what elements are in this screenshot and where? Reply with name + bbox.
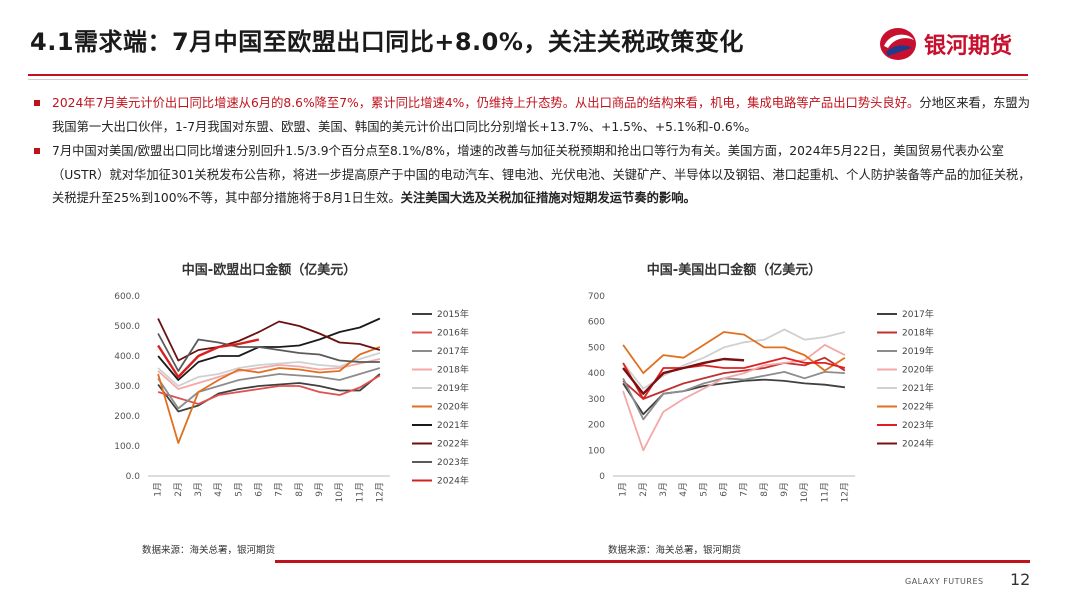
x-tick-label: 9月 — [314, 482, 325, 497]
series-line-2019年 — [622, 371, 845, 421]
legend-label: 2019年 — [902, 345, 934, 357]
x-tick-label: 11月 — [354, 482, 365, 502]
y-tick-label: 200 — [588, 421, 605, 431]
legend-label: 2019年 — [437, 382, 469, 394]
header-divider — [28, 74, 1028, 76]
legend-label: 2024年 — [902, 438, 934, 450]
legend-label: 2021年 — [902, 382, 934, 394]
legend-label: 2021年 — [437, 419, 469, 431]
y-tick-label: 600 — [588, 318, 605, 328]
legend-label: 2023年 — [437, 456, 469, 468]
bullet-2: 7月中国对美国/欧盟出口同比增速分别回升1.5/3.9个百分点至8.1%/8%，… — [34, 140, 1042, 211]
source-left: 数据来源：海关总署，银河期货 — [142, 545, 276, 556]
series-line-2024年 — [622, 357, 745, 395]
galaxy-logo-icon — [880, 28, 916, 60]
x-tick-label: 7月 — [274, 482, 285, 497]
chart-eu-exports: 中国-欧盟出口金额（亿美元） 0.0 100.0 200.0 300.0 400.0 500… — [100, 256, 500, 510]
y-tick-label: 300.0 — [114, 382, 140, 392]
legend-label: 2018年 — [902, 327, 934, 339]
x-tick-label: 3月 — [658, 482, 669, 497]
series-line-2021年 — [157, 317, 381, 381]
bullet-square-icon — [34, 148, 40, 154]
legend-label: 2023年 — [902, 419, 934, 431]
x-tick-label: 6月 — [718, 482, 729, 497]
x-tick-label: 11月 — [819, 482, 830, 502]
x-tick-label: 2月 — [173, 482, 184, 497]
series-line-2019年 — [157, 352, 381, 387]
series-line-2024年 — [157, 338, 260, 379]
chart-us-svg: 中国-美国出口金额（亿美元） 0 100 200 300 400 500 600 700 1月 2月… — [588, 262, 934, 502]
y-tick-label: 500 — [588, 343, 605, 353]
legend-label: 2015年 — [437, 308, 469, 320]
y-tick-label: 400 — [588, 369, 605, 379]
chart-us-exports: 中国-美国出口金额（亿美元） 0 100 200 300 400 500 600 700 1月 2月… — [565, 256, 965, 510]
x-tick-label: 9月 — [779, 482, 790, 497]
x-tick-label: 5月 — [698, 482, 709, 497]
legend-label: 2018年 — [437, 364, 469, 376]
legend-label: 2020年 — [902, 364, 934, 376]
legend-label: 2024年 — [437, 475, 469, 487]
footer-company: GALAXY FUTURES — [905, 577, 984, 586]
bullet-list: 2024年7月美元计价出口同比增速从6月的8.6%降至7%，累计同比增速4%，仍… — [34, 92, 1042, 212]
chart-eu-svg: 中国-欧盟出口金额（亿美元） 0.0 100.0 200.0 300.0 400.0 500… — [114, 262, 469, 502]
x-tick-label: 2月 — [638, 482, 649, 497]
x-tick-label: 1月 — [618, 482, 629, 497]
legend-label: 2022年 — [902, 401, 934, 413]
bullet-2-text: 7月中国对美国/欧盟出口同比增速分别回升1.5/3.9个百分点至8.1%/8%，… — [52, 144, 1031, 205]
series-line-2016年 — [157, 374, 381, 405]
series-line-2020年 — [157, 346, 381, 444]
company-logo: 银河期货 — [876, 24, 1036, 66]
y-tick-label: 100.0 — [114, 442, 140, 452]
series-line-2022年 — [622, 331, 846, 374]
x-tick-label: 10月 — [799, 482, 810, 502]
header-divider-thin — [28, 79, 1028, 80]
series-line-2015年 — [157, 373, 381, 413]
page-number: 12 — [1010, 570, 1031, 589]
legend-label: 2020年 — [437, 401, 469, 413]
source-right: 数据来源：海关总署，银河期货 — [608, 545, 742, 556]
footer-divider — [275, 560, 1030, 563]
chart-title: 中国-美国出口金额（亿美元） — [647, 262, 821, 278]
y-tick-label: 700 — [588, 292, 605, 302]
x-tick-label: 4月 — [213, 482, 224, 497]
bullet-1: 2024年7月美元计价出口同比增速从6月的8.6%降至7%，累计同比增速4%，仍… — [34, 92, 1042, 139]
x-tick-label: 8月 — [294, 482, 305, 497]
bullet-square-icon — [34, 100, 40, 106]
y-tick-label: 600.0 — [114, 292, 140, 302]
x-tick-label: 12月 — [839, 482, 850, 502]
legend-label: 2016年 — [437, 327, 469, 339]
x-tick-label: 3月 — [193, 482, 204, 497]
logo-text: 银河期货 — [924, 34, 1013, 59]
y-tick-label: 100 — [588, 446, 605, 456]
y-tick-label: 300 — [588, 395, 605, 405]
x-tick-label: 7月 — [739, 482, 750, 497]
x-tick-label: 4月 — [678, 482, 689, 497]
y-tick-label: 0.0 — [126, 472, 141, 482]
page-title: 4.1需求端：7月中国至欧盟出口同比+8.0%，关注关税政策变化 — [30, 28, 744, 56]
legend-label: 2017年 — [902, 308, 934, 320]
x-tick-label: 5月 — [233, 482, 244, 497]
x-tick-label: 10月 — [334, 482, 345, 502]
series-line-2018年 — [622, 356, 846, 400]
series-line-2017年 — [622, 378, 846, 416]
legend-label: 2022年 — [437, 438, 469, 450]
y-tick-label: 400.0 — [114, 352, 140, 362]
legend-label: 2017年 — [437, 345, 469, 357]
y-tick-label: 0 — [599, 472, 605, 482]
x-tick-label: 6月 — [253, 482, 264, 497]
chart-title: 中国-欧盟出口金额（亿美元） — [182, 262, 356, 278]
bullet-1-text: 分地区来看，东盟为我国第一大出口伙伴，1-7月我国对东盟、欧盟、美国、韩国的美元… — [52, 96, 1030, 134]
series-line-2023年 — [157, 333, 380, 372]
x-tick-label: 12月 — [374, 482, 385, 502]
x-tick-label: 8月 — [759, 482, 770, 497]
bullet-1-highlight: 2024年7月美元计价出口同比增速从6月的8.6%降至7%，累计同比增速4%，仍… — [52, 96, 920, 110]
series-line-2023年 — [622, 356, 846, 400]
bullet-2-emphasis: 关注美国大选及关税加征措施对短期发运节奏的影响。 — [400, 191, 696, 205]
series-line-2022年 — [157, 318, 381, 362]
series-line-2017年 — [157, 367, 381, 410]
y-tick-label: 500.0 — [114, 322, 140, 332]
y-tick-label: 200.0 — [114, 412, 140, 422]
x-tick-label: 1月 — [153, 482, 164, 497]
